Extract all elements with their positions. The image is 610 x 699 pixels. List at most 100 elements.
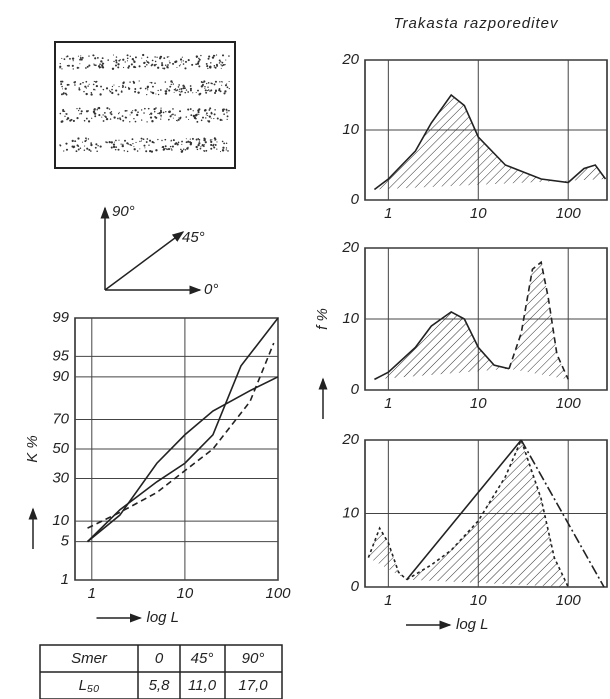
texture-dot xyxy=(226,112,228,114)
texture-dot xyxy=(161,62,163,64)
texture-dot xyxy=(174,88,177,90)
texture-dot xyxy=(93,108,96,111)
texture-dot xyxy=(185,141,188,144)
texture-dot xyxy=(197,111,200,114)
texture-dot xyxy=(210,111,213,114)
texture-dot xyxy=(196,62,200,65)
texture-dots xyxy=(59,53,230,153)
angle-label: 0° xyxy=(204,281,218,298)
texture-dot xyxy=(172,113,174,116)
texture-dot xyxy=(144,107,146,110)
texture-dot xyxy=(96,150,98,152)
texture-dot xyxy=(220,151,222,153)
texture-dot xyxy=(124,86,127,88)
texture-dot xyxy=(120,90,123,93)
texture-dot xyxy=(199,147,202,150)
table-cell: Smer xyxy=(71,650,108,667)
texture-dot xyxy=(81,141,84,143)
texture-dot xyxy=(146,56,149,59)
texture-dot xyxy=(161,145,165,149)
texture-dot xyxy=(129,143,132,146)
texture-dot xyxy=(128,143,130,145)
texture-dot xyxy=(216,141,218,143)
texture-dot xyxy=(94,115,97,118)
texture-dot xyxy=(175,119,178,122)
texture-dot xyxy=(163,67,166,70)
data-line xyxy=(87,342,275,529)
x-tick-label: 100 xyxy=(265,585,291,602)
data-line xyxy=(87,376,279,543)
texture-dot xyxy=(205,82,208,85)
x-tick-label: 10 xyxy=(470,592,487,609)
texture-dot xyxy=(202,116,204,119)
texture-dot xyxy=(97,145,99,147)
texture-dot xyxy=(117,117,119,120)
texture-dot xyxy=(214,138,217,141)
texture-dot xyxy=(173,88,176,91)
texture-dot xyxy=(195,91,197,94)
texture-dot xyxy=(84,140,87,143)
texture-dot xyxy=(177,86,180,88)
texture-dot xyxy=(210,62,212,64)
texture-dot xyxy=(213,83,216,86)
chart-title: Trakasta razporeditev xyxy=(394,15,559,32)
texture-dot xyxy=(226,118,228,120)
texture-dot xyxy=(122,143,124,146)
texture-dot xyxy=(60,120,63,123)
texture-dot xyxy=(213,113,216,116)
texture-dot xyxy=(139,87,142,90)
texture-dot xyxy=(105,87,109,90)
texture-dot xyxy=(93,64,96,66)
texture-dot xyxy=(65,56,67,58)
texture-dot xyxy=(210,147,213,150)
texture-dot xyxy=(95,143,98,146)
texture-dot xyxy=(197,144,200,147)
data-line xyxy=(406,437,569,588)
texture-dot xyxy=(200,81,203,83)
data-line xyxy=(406,439,522,581)
texture-dot xyxy=(113,60,115,63)
texture-dot xyxy=(93,63,95,65)
texture-dot xyxy=(151,140,154,144)
texture-dot xyxy=(151,91,155,95)
texture-dot xyxy=(203,138,206,142)
texture-dot xyxy=(74,84,76,86)
texture-dot xyxy=(184,91,187,94)
texture-dot xyxy=(228,80,230,83)
plot: 1 5 10 30 50 70 90 95 99 1 10 100 K % log L xyxy=(24,309,291,626)
texture-dot xyxy=(225,147,228,149)
texture-dot xyxy=(163,57,166,60)
texture-dot xyxy=(110,111,113,113)
texture-dot xyxy=(206,65,208,68)
texture-dot xyxy=(221,149,224,152)
texture-dot xyxy=(129,81,131,83)
texture-dot xyxy=(71,139,74,143)
x-axis-label: log L xyxy=(456,616,489,633)
texture-dot xyxy=(221,80,223,83)
y-tick-label: 20 xyxy=(341,239,359,256)
texture-dot xyxy=(115,59,118,62)
texture-dot xyxy=(83,119,86,122)
plot: 0 10 20 1 10 100 Trakasta razporeditev xyxy=(341,15,608,222)
y-tick-label: 30 xyxy=(52,469,69,486)
texture-dot xyxy=(118,85,120,88)
texture-dot xyxy=(141,119,143,121)
texture-dot xyxy=(170,148,172,150)
texture-dot xyxy=(168,56,170,58)
texture-dot xyxy=(61,85,63,88)
texture-dot xyxy=(192,110,194,112)
texture-dot xyxy=(157,112,159,115)
texture-dot xyxy=(164,138,167,141)
texture-dot xyxy=(192,114,196,118)
texture-dot xyxy=(148,139,152,142)
texture-dot xyxy=(180,148,182,151)
texture-dot xyxy=(209,65,212,69)
texture-dot xyxy=(146,138,149,140)
texture-dot xyxy=(59,112,62,115)
texture-dot xyxy=(225,108,228,111)
texture-dot xyxy=(155,93,157,95)
texture-dot xyxy=(137,91,140,94)
texture-dot xyxy=(100,85,102,88)
texture-dot xyxy=(134,88,137,90)
texture-dot xyxy=(90,91,93,94)
